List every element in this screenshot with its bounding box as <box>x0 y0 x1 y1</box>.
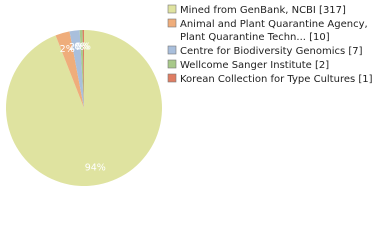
legend-line: Korean Collection for Type Cultures [1] <box>180 74 373 85</box>
legend-swatch <box>167 45 177 55</box>
slice-label: 0% <box>74 42 89 53</box>
legend-line: Animal and Plant Quarantine Agency, <box>180 19 368 30</box>
legend-label: Korean Collection for Type Cultures [1] <box>180 74 373 85</box>
pie-slice <box>55 31 84 109</box>
legend-label: Animal and Plant Quarantine Agency, Plant… <box>180 19 368 43</box>
slice-label: 0% <box>76 42 91 53</box>
legend-line: Plant Quarantine Techn... [10] <box>180 32 330 43</box>
slice-label: 94% <box>85 162 106 173</box>
legend-swatch <box>167 18 177 28</box>
legend-swatch <box>167 4 177 14</box>
slice-label: 2% <box>60 44 75 55</box>
legend-swatch <box>167 73 177 83</box>
legend-line: Wellcome Sanger Institute [2] <box>180 60 329 71</box>
pie-slice <box>79 30 84 108</box>
pie-slice <box>82 30 84 108</box>
legend-label: Wellcome Sanger Institute [2] <box>180 60 329 71</box>
legend-label: Mined from GenBank, NCBI [317] <box>180 5 346 16</box>
legend-label: Centre for Biodiversity Genomics [7] <box>180 46 363 57</box>
slice-label: 2% <box>69 42 84 53</box>
legend-line: Mined from GenBank, NCBI [317] <box>180 5 346 16</box>
legend-swatch <box>167 59 177 69</box>
pie-slice <box>69 30 84 109</box>
legend-line: Centre for Biodiversity Genomics [7] <box>180 46 363 57</box>
